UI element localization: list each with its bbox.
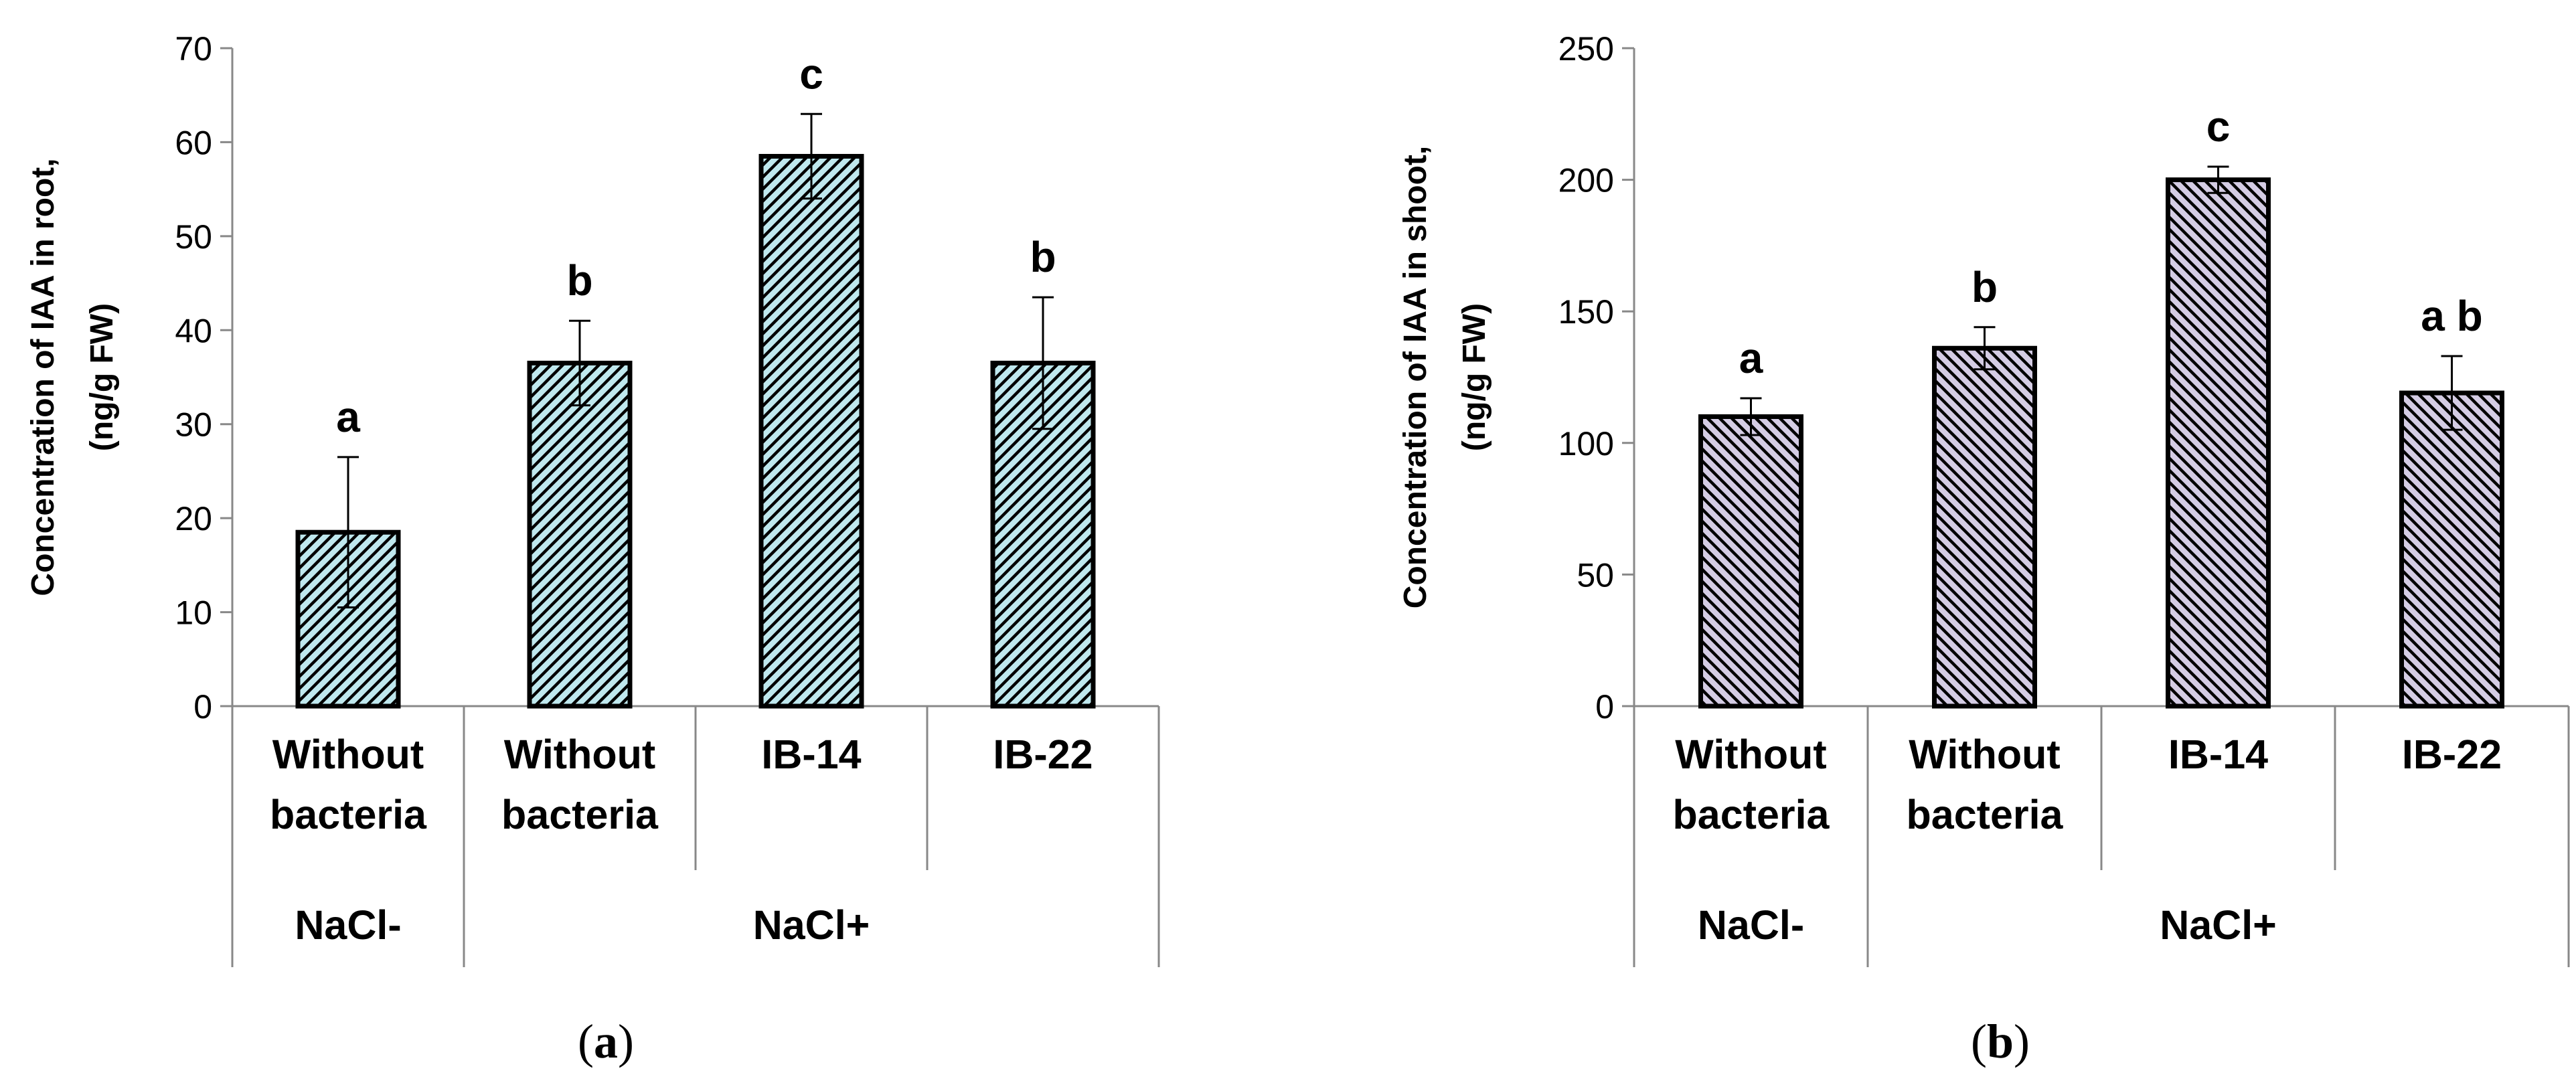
category-label: Without [1909,732,2060,777]
chart-panel-a: 0 10 20 30 40 50 60 70 a Without bacteria b Without b… [25,30,1160,1068]
y-tick-label: 0 [193,688,212,726]
bar [2399,390,2504,709]
significance-label: c [2206,102,2231,151]
category-label: bacteria [501,792,659,837]
y-axis-title: Concentration of IAA in root, [25,158,61,596]
y-axis-title: (ng/g FW) [1457,303,1492,451]
category-label: bacteria [1673,792,1830,837]
category-label: bacteria [1907,792,2064,837]
bar [758,153,864,709]
bar [2166,177,2271,709]
y-tick-label: 20 [175,500,212,537]
category-label: Without [272,732,424,777]
significance-label: c [799,50,823,98]
y-tick-label: 0 [1595,688,1614,726]
y-axis-title: (ng/g FW) [84,303,120,451]
group-label: NaCl- [295,902,401,948]
category-label: Without [504,732,655,777]
panel-label: (a) [578,1015,634,1068]
y-tick-label: 40 [175,312,212,349]
bar [1932,345,2037,709]
chart-panel-b: 0 50 100 150 200 250 a Without bacteria b Without b… [1398,30,2570,1068]
significance-label: b [1030,233,1056,281]
bar [527,360,633,709]
y-axis-title: Concentration of IAA in shoot, [1398,146,1433,609]
category-label: Without [1675,732,1826,777]
y-tick-label: 60 [175,124,212,161]
y-tick-label: 50 [1577,556,1614,594]
y-tick-label: 150 [1558,293,1614,331]
significance-label: a b [2421,292,2482,340]
y-tick-label: 70 [175,30,212,68]
significance-label: b [566,256,592,305]
category-label: bacteria [270,792,427,837]
y-tick-label: 30 [175,406,212,444]
group-label: NaCl+ [753,902,870,948]
significance-label: b [1971,263,1998,311]
significance-label: a [336,393,360,441]
significance-label: a [1739,334,1763,382]
group-label: NaCl- [1698,902,1804,948]
category-label: IB-22 [2402,732,2502,777]
bar [1698,414,1803,709]
y-tick-label: 50 [175,218,212,256]
y-tick-label: 10 [175,594,212,632]
category-label: IB-22 [993,732,1093,777]
y-tick-label: 250 [1558,30,1614,68]
category-label: IB-14 [761,732,861,777]
y-tick-label: 100 [1558,425,1614,463]
panel-label: (b) [1971,1015,2030,1068]
category-label: IB-14 [2168,732,2268,777]
y-tick-label: 200 [1558,162,1614,199]
group-label: NaCl+ [2160,902,2277,948]
